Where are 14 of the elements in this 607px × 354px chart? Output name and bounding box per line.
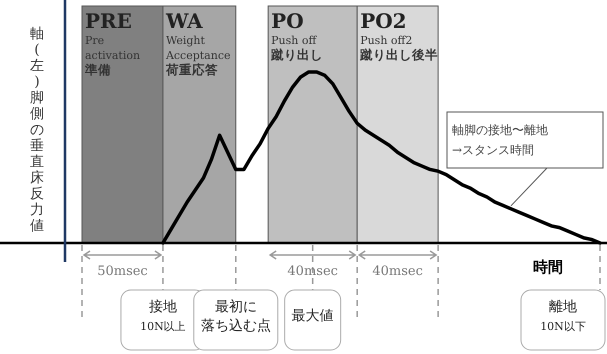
text: 50msec xyxy=(97,264,148,279)
text: 最大値 xyxy=(292,308,334,324)
text: 40msec xyxy=(287,264,338,279)
text: PO2 Push off2 蹴り出し後半 xyxy=(359,9,438,62)
annotation: 軸脚の接地〜離地 →スタンス時間 xyxy=(452,123,548,157)
text: 接地 10N以上 xyxy=(140,299,186,333)
x-axis-title: 時間 xyxy=(533,258,563,276)
text: 40msec xyxy=(372,264,423,279)
text: 軸(左)脚側の垂直床反力値 xyxy=(30,26,44,234)
annotation: PRE Pre activation 準備 xyxy=(84,9,140,77)
text: PO Push off 蹴り出し xyxy=(270,9,324,62)
text: 離地 10N以下 xyxy=(540,299,586,333)
annotation: WA Weight Acceptance 荷重応答 xyxy=(164,9,230,77)
text: 最初に落ち込む点 xyxy=(200,299,271,334)
